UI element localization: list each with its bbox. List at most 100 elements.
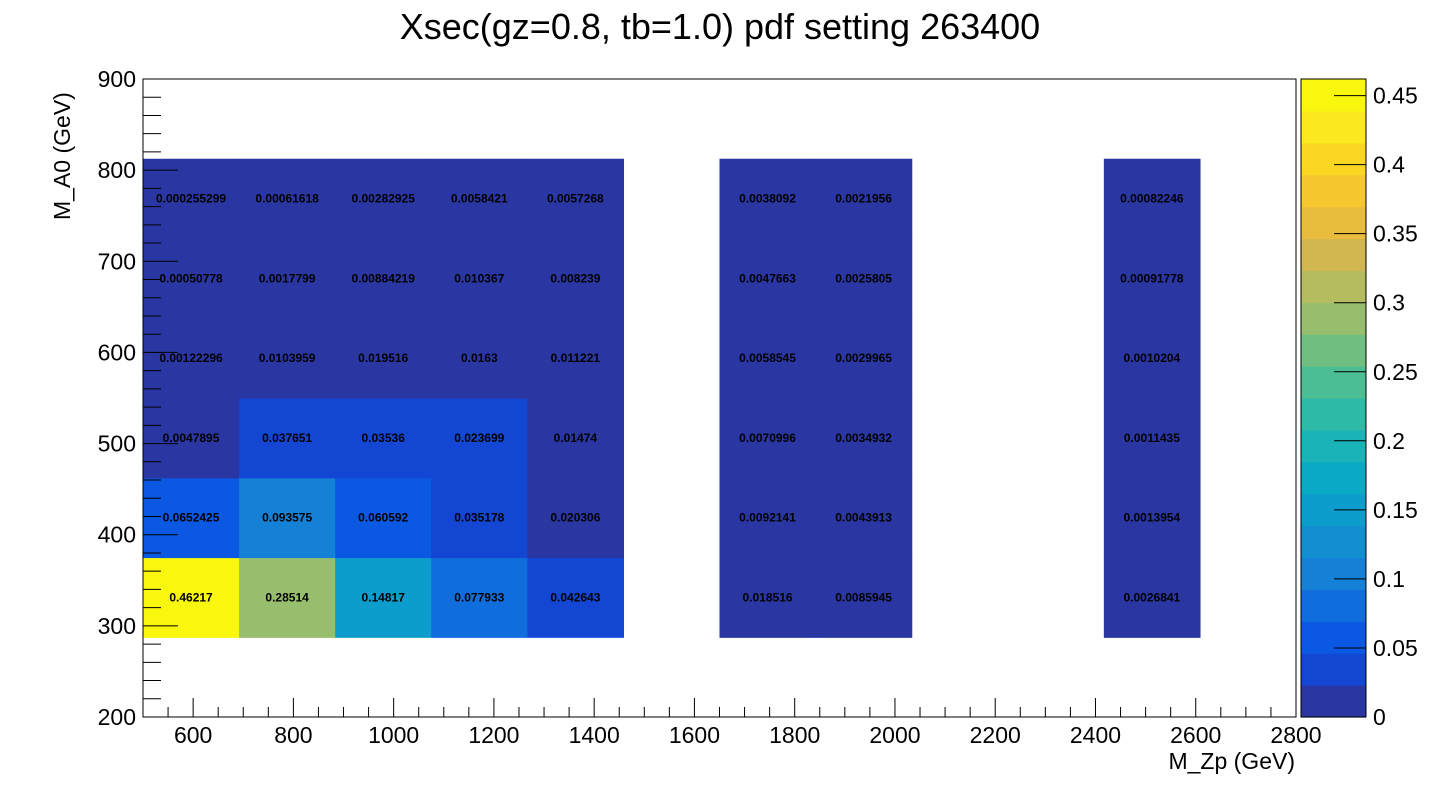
heatmap-cell — [1103, 398, 1201, 479]
heatmap-cell — [335, 398, 432, 479]
cell-value-label: 0.46217 — [169, 590, 213, 604]
cell-value-label: 0.0047895 — [163, 431, 220, 445]
colorbar-segment — [1301, 174, 1366, 208]
x-tick-label: 2000 — [869, 722, 920, 748]
cell-value-label: 0.042643 — [550, 590, 600, 604]
heatmap-cell — [719, 158, 817, 240]
x-tick-label: 2400 — [1070, 722, 1121, 748]
heatmap-cell — [527, 238, 625, 319]
x-tick-label: 2200 — [970, 722, 1021, 748]
heatmap-cell — [335, 158, 432, 240]
heatmap-cell — [719, 238, 817, 319]
heatmap-cell — [527, 318, 625, 399]
cell-value-label: 0.0085945 — [835, 590, 892, 604]
colorbar-tick-label: 0.15 — [1373, 497, 1418, 523]
cell-value-label: 0.28514 — [265, 590, 309, 604]
cell-value-label: 0.020306 — [550, 511, 600, 525]
colorbar-segment — [1301, 589, 1366, 622]
heatmap-cell — [815, 158, 913, 240]
heatmap-cells — [143, 158, 1201, 638]
colorbar-tick-label: 0 — [1373, 704, 1386, 730]
heatmap-cell — [239, 318, 336, 399]
heatmap-cell — [431, 477, 528, 559]
colorbar-tick-label: 0.45 — [1373, 83, 1418, 109]
heatmap-cell — [1103, 318, 1201, 399]
heatmap-cell — [239, 238, 336, 319]
heatmap-cell — [239, 477, 336, 559]
cell-value-label: 0.0021956 — [835, 192, 892, 206]
colorbar-segment — [1301, 334, 1366, 367]
x-tick-label: 800 — [274, 722, 312, 748]
cell-value-label: 0.0092141 — [739, 511, 796, 525]
heatmap-cell — [527, 477, 625, 559]
colorbar-segment — [1301, 110, 1366, 144]
cell-value-label: 0.019516 — [358, 351, 408, 365]
cell-value-label: 0.01474 — [554, 431, 598, 445]
y-tick-label: 400 — [98, 522, 136, 548]
cell-value-label: 0.00061618 — [255, 192, 319, 206]
cell-value-label: 0.077933 — [454, 590, 504, 604]
cell-value-label: 0.00122296 — [159, 351, 223, 365]
cell-value-label: 0.0043913 — [835, 511, 892, 525]
heatmap-cell — [239, 158, 336, 240]
heatmap-cell — [719, 398, 817, 479]
heatmap-cell — [1103, 477, 1201, 559]
cell-value-label: 0.0026841 — [1124, 590, 1181, 604]
heatmap-cell — [1103, 557, 1201, 638]
heatmap-cell — [719, 318, 817, 399]
heatmap-cell — [431, 238, 528, 319]
heatmap-cell — [815, 318, 913, 399]
cell-value-label: 0.018516 — [743, 590, 793, 604]
heatmap-cell — [719, 477, 817, 559]
x-tick-label: 600 — [174, 722, 212, 748]
y-axis: 200 300 400 500 600 700 800 900 — [98, 66, 178, 730]
heatmap-cell — [335, 557, 432, 638]
heatmap-cell — [239, 398, 336, 479]
colorbar-tick-label: 0.05 — [1373, 635, 1418, 661]
x-tick-label: 1200 — [468, 722, 519, 748]
colorbar: 0 0.05 0.1 0.15 0.2 0.25 0.3 0.35 0.4 0.45 — [1300, 78, 1418, 730]
heatmap-cell — [335, 238, 432, 319]
heatmap-cell — [1103, 238, 1201, 319]
colorbar-segment — [1301, 206, 1366, 240]
heatmap-cell — [143, 238, 240, 319]
cell-value-label: 0.00082246 — [1120, 192, 1184, 206]
y-tick-label: 900 — [98, 66, 136, 92]
cell-value-label: 0.0010204 — [1124, 351, 1181, 365]
cell-value-label: 0.03536 — [362, 431, 406, 445]
cell-value-label: 0.00050778 — [159, 271, 223, 285]
cell-value-label: 0.008239 — [550, 271, 600, 285]
x-axis: 600 800 1000 1200 1400 1600 1800 2000 2200 2400 26… — [142, 698, 1322, 748]
colorbar-segment — [1301, 302, 1366, 335]
cell-value-label: 0.0057268 — [547, 192, 604, 206]
cell-value-label: 0.011221 — [551, 351, 601, 365]
colorbar-segment — [1301, 525, 1366, 559]
cell-value-label: 0.000255299 — [156, 192, 226, 206]
cell-value-label: 0.035178 — [454, 511, 504, 525]
cell-value-label: 0.0058421 — [451, 192, 508, 206]
heatmap-cell — [815, 238, 913, 319]
cell-value-label: 0.0034932 — [835, 431, 892, 445]
colorbar-tick-label: 0.3 — [1373, 290, 1405, 316]
heatmap-cell — [815, 398, 913, 479]
colorbar-segment — [1301, 270, 1366, 303]
heatmap-cell — [527, 158, 625, 240]
cell-value-label: 0.0038092 — [739, 192, 796, 206]
y-tick-label: 300 — [98, 613, 136, 639]
colorbar-tick-label: 0.4 — [1373, 152, 1405, 178]
heatmap-cell — [815, 477, 913, 559]
cell-value-label: 0.010367 — [454, 271, 504, 285]
cell-value-label: 0.0011435 — [1124, 431, 1180, 445]
colorbar-tick-label: 0.1 — [1373, 566, 1405, 592]
colorbar-segment — [1301, 398, 1366, 431]
colorbar-frame — [1300, 78, 1367, 718]
cell-value-label: 0.0652425 — [163, 511, 220, 525]
x-tick-label: 2800 — [1270, 722, 1321, 748]
heatmap-cell — [815, 557, 913, 638]
colorbar-segment — [1301, 653, 1366, 686]
x-tick-label: 1600 — [669, 722, 720, 748]
heatmap-cell — [239, 557, 336, 638]
cell-value-label: 0.0070996 — [739, 431, 796, 445]
heatmap-cell — [143, 318, 240, 399]
heatmap-cell — [431, 398, 528, 479]
